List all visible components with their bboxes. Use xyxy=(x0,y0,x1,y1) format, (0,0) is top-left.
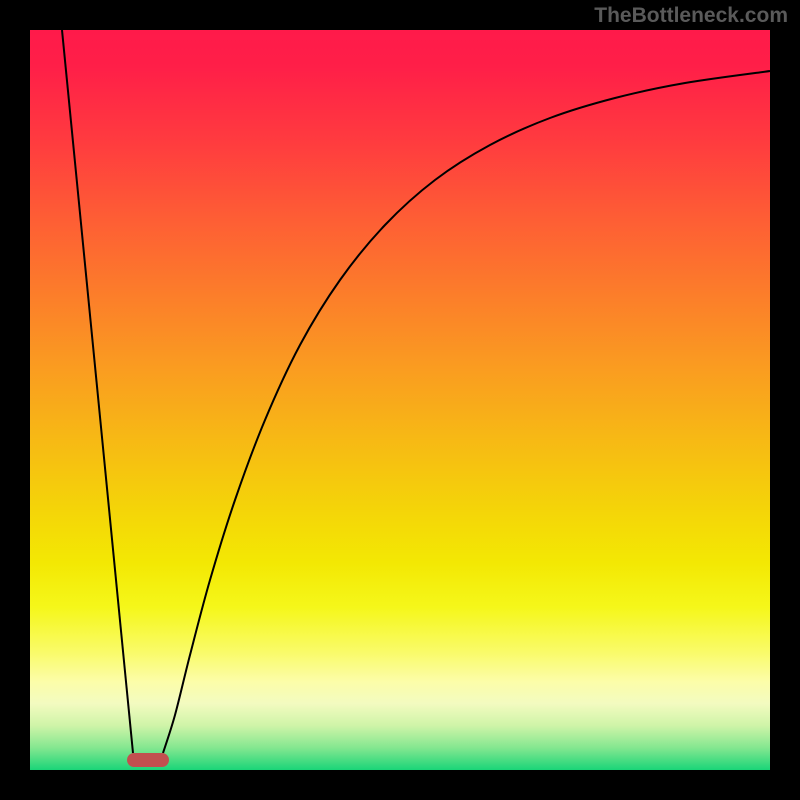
watermark-text: TheBottleneck.com xyxy=(594,4,788,28)
bottleneck-chart: TheBottleneck.com xyxy=(0,0,800,800)
bottleneck-marker xyxy=(127,753,169,767)
chart-svg xyxy=(0,0,800,800)
chart-background xyxy=(30,30,770,770)
